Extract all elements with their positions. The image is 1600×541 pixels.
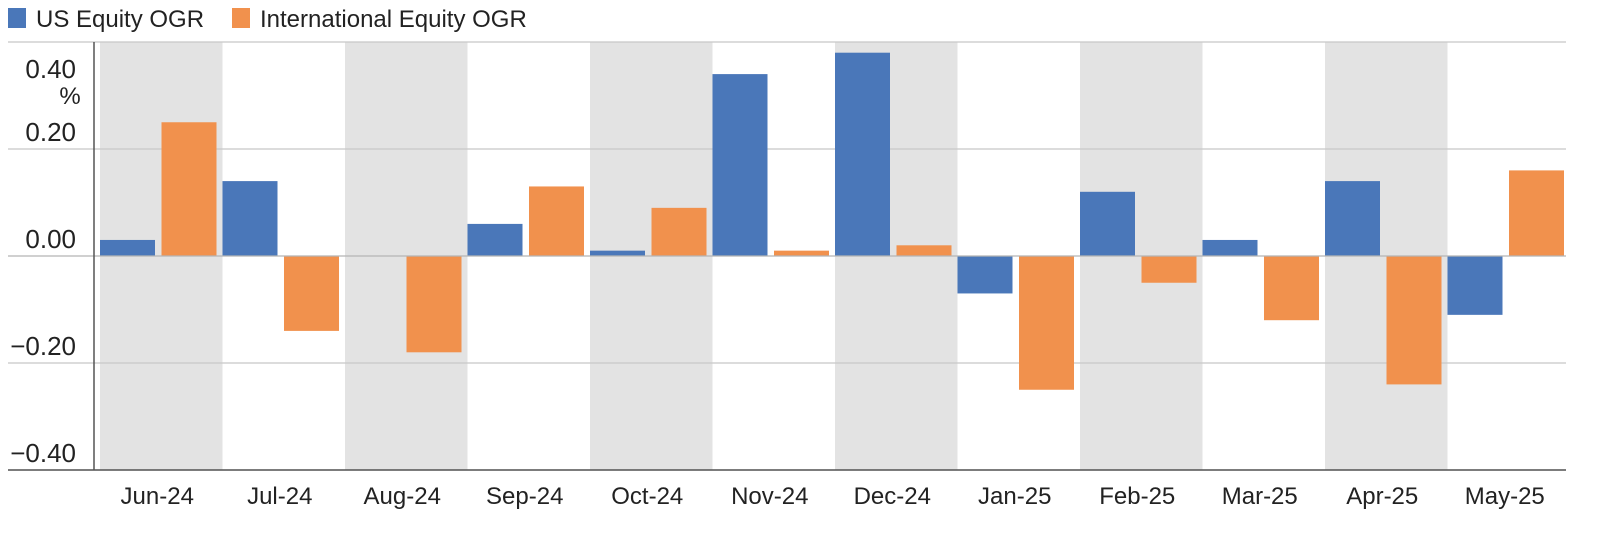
bar-intl-Jun-24: [161, 122, 217, 256]
legend: US Equity OGR International Equity OGR: [8, 6, 527, 33]
bar-us-Jul-24: [222, 181, 278, 256]
y-tick-label-1: 0.20: [25, 117, 76, 147]
y-axis-unit: %: [59, 83, 80, 110]
x-tick-label-Oct-24: Oct-24: [611, 483, 683, 510]
bar-us-Sep-24: [467, 223, 523, 256]
bar-intl-Sep-24: [529, 186, 584, 256]
bar-intl-Nov-24: [774, 250, 829, 256]
x-tick-label-May-25: May-25: [1465, 483, 1545, 510]
x-tick-label-Apr-25: Apr-25: [1346, 483, 1418, 510]
x-tick-label-Feb-25: Feb-25: [1099, 483, 1175, 510]
bar-us-Mar-25: [1202, 239, 1258, 256]
x-tick-label-Jul-24: Jul-24: [247, 483, 312, 510]
bar-us-Dec-24: [835, 52, 890, 257]
bar-us-Oct-24: [590, 250, 645, 256]
y-tick-label-0: 0.40: [25, 54, 76, 84]
legend-label-intl: International Equity OGR: [260, 6, 527, 33]
x-tick-label-Dec-24: Dec-24: [854, 483, 931, 510]
bar-us-Jun-24: [100, 239, 155, 256]
bar-us-Apr-25: [1325, 181, 1380, 256]
bar-us-May-25: [1447, 256, 1503, 315]
bar-intl-Mar-25: [1264, 256, 1319, 321]
x-axis: Jun-24 Jul-24 Aug-24 Sep-24 Oct-24 Nov-24 Dec-…: [121, 483, 1545, 510]
bar-intl-Jul-24: [284, 256, 339, 331]
bar-intl-Aug-24: [406, 256, 462, 353]
bar-intl-Feb-25: [1141, 256, 1197, 283]
bar-intl-May-25: [1509, 170, 1564, 256]
x-tick-label-Jun-24: Jun-24: [121, 483, 194, 510]
bar-us-Jan-25: [957, 256, 1013, 294]
x-tick-label-Nov-24: Nov-24: [731, 483, 808, 510]
bar-us-Feb-25: [1080, 191, 1135, 256]
y-tick-label-2: 0.00: [25, 224, 76, 254]
legend-swatch-us: [8, 8, 26, 28]
legend-swatch-intl: [232, 8, 250, 28]
bar-intl-Jan-25: [1019, 256, 1074, 390]
bar-intl-Apr-25: [1386, 256, 1442, 385]
legend-label-us: US Equity OGR: [36, 6, 204, 33]
x-tick-label-Sep-24: Sep-24: [486, 483, 563, 510]
bar-us-Nov-24: [712, 74, 768, 256]
x-tick-label-Mar-25: Mar-25: [1222, 483, 1298, 510]
bar-intl-Oct-24: [651, 207, 707, 256]
x-tick-label-Jan-25: Jan-25: [978, 483, 1051, 510]
y-axis: 0.40 0.20 0.00 −0.20 −0.40: [8, 42, 1566, 471]
x-tick-label-Aug-24: Aug-24: [364, 483, 441, 510]
y-tick-label-3: −0.20: [10, 331, 76, 361]
bar-intl-Dec-24: [896, 245, 952, 256]
bars: [100, 52, 1564, 390]
y-tick-label-4: −0.40: [10, 438, 76, 468]
